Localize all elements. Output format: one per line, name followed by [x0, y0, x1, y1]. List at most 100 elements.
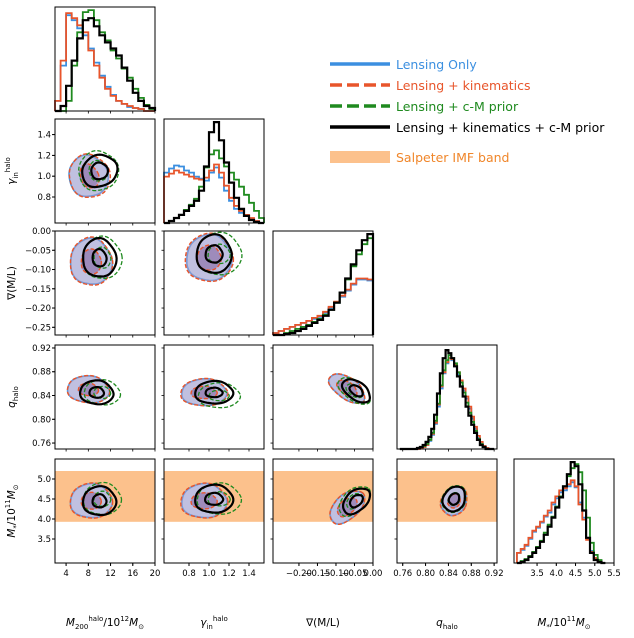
hist-m200-lensing-only	[54, 14, 155, 112]
hist-frame-mstar	[513, 458, 615, 564]
ytick-label-q-4: 0.92	[32, 344, 51, 354]
xtick-label-q-0: 0.76	[393, 569, 412, 579]
panel-content-mstar-vs-gradml	[273, 471, 373, 525]
xlabel-m200-part: 200	[75, 623, 88, 631]
panel-frame-q-vs-m200	[54, 344, 156, 450]
xlabel-q-part: q	[436, 617, 443, 629]
contour-95-lensing-kinematics-c-m-prior-q-vs-gradml	[340, 378, 372, 404]
legend-label-2: Lensing + c-M prior	[396, 99, 519, 114]
panel-gamma-vs-m200	[54, 118, 156, 224]
contour-68-lensing-c-m-prior-gamma-vs-m200	[88, 159, 109, 182]
contour-95-lensing-c-m-prior-q-vs-gamma	[197, 382, 242, 409]
ylabel-gamma-part: halo	[4, 157, 12, 172]
panel-hist-mstar	[513, 458, 615, 565]
panel-content-mstar-vs-m200	[55, 471, 155, 522]
xlabel-q: qhalo	[436, 617, 458, 631]
ylabel-q-part: halo	[12, 386, 20, 401]
panel-content-mstar-vs-q	[397, 471, 497, 522]
ylabel-mstar-part: 11	[4, 499, 12, 508]
ylabel-mstar-part: M	[6, 529, 18, 538]
contour-68-lensing-kinematics-c-m-prior-gamma-vs-m200	[90, 161, 109, 181]
legend: Lensing Only Lensing + kinematics Lensing …	[330, 57, 605, 165]
ylabel-q: qhalo	[6, 386, 20, 408]
hist-q-lensing-kinematics-c-m-prior	[399, 349, 495, 451]
legend-label-3: Lensing + kinematics + c-M prior	[396, 120, 605, 135]
panel-hist-q	[396, 344, 498, 451]
panel-frame-mstar-vs-m200	[54, 458, 156, 564]
xtick-label-q-1: 0.80	[416, 569, 435, 579]
legend-label-1: Lensing + kinematics	[396, 78, 531, 93]
xtick-label-q-3: 0.88	[462, 569, 481, 579]
contour-95-lensing-kinematics-c-m-prior-mstar-vs-q	[441, 485, 467, 513]
ytick-label-mstar-3: 5.0	[37, 475, 51, 485]
xtick-label-q-2: 0.84	[439, 569, 458, 579]
panel-mstar-vs-q	[396, 458, 498, 564]
ytick-label-q-1: 0.80	[32, 415, 51, 425]
ylabel-q-part: q	[6, 401, 18, 408]
xlabel-m200-part: /10	[103, 617, 120, 629]
ytick-label-gradml-4: −0.05	[25, 246, 51, 256]
xtick-label-gradml-1: −0.15	[304, 569, 330, 579]
hist-mstar-lensing-kinematics-c-m-prior	[516, 461, 606, 565]
xlabel-mstar-part: M	[576, 617, 585, 629]
hist-frame-gradml	[272, 230, 374, 336]
xtick-label-m200-3: 16	[127, 569, 138, 579]
xlabel-m200-part: M	[129, 617, 138, 629]
ytick-label-gamma-3: 1.4	[37, 131, 51, 141]
panel-content-gamma-vs-m200	[68, 150, 120, 199]
contour-68-lensing-kinematics-c-m-prior-q-vs-gradml	[348, 384, 364, 398]
ylabel-gamma: γinhalo	[4, 157, 20, 185]
xtick-label-m200-1: 8	[86, 569, 91, 579]
xtick-label-gradml-2: −0.10	[323, 569, 349, 579]
panel-q-vs-gamma	[163, 344, 265, 450]
hist-m200-lensing-kinematics	[54, 12, 155, 112]
contour-95-lensing-kinematics-c-m-prior-gamma-vs-m200	[81, 153, 119, 189]
xlabel-gamma-part: halo	[213, 615, 228, 623]
xlabel-mstar-part: 11	[567, 615, 576, 623]
panel-mstar-vs-m200	[54, 458, 156, 564]
contour-95-lensing-kinematics-c-m-prior-mstar-vs-gamma	[194, 483, 235, 514]
ytick-label-gamma-2: 1.2	[37, 151, 51, 161]
panel-frame-gradml-vs-m200	[54, 230, 156, 336]
legend-item-3: Lensing + kinematics + c-M prior	[330, 120, 605, 135]
contour-95-lensing-kinematics-c-m-prior-mstar-vs-gradml	[342, 487, 372, 516]
xlabel-m200-part: halo	[88, 615, 103, 623]
panel-hist-gradml	[272, 230, 375, 337]
ytick-label-mstar-0: 3.5	[37, 535, 51, 545]
ylabel-mstar-part: M	[6, 490, 18, 499]
ytick-label-mstar-1: 4.0	[37, 515, 51, 525]
contour-68-lensing-kinematics-gradml-vs-m200	[80, 248, 103, 275]
ytick-label-q-0: 0.76	[32, 439, 51, 449]
contour-68-lensing-kinematics-c-m-prior-gradml-vs-m200	[91, 247, 108, 268]
xlabel-m200-part: 12	[120, 615, 129, 623]
hist-gradml-lensing-kinematics-c-m-prior	[273, 233, 375, 337]
xlabel-gamma-part: γ	[200, 617, 207, 629]
panel-q-vs-gradml	[272, 344, 374, 450]
legend-label-0: Lensing Only	[396, 57, 477, 72]
contour-95-lensing-c-m-prior-q-vs-m200	[83, 379, 122, 406]
panel-content-q-vs-gamma	[180, 377, 242, 409]
ylabel-gamma-part: γ	[6, 178, 18, 185]
xlabel-m200: M200halo/1012M⊙	[66, 615, 144, 631]
ytick-label-gradml-3: −0.10	[25, 266, 51, 276]
panel-hist-m200	[54, 6, 157, 113]
xtick-label-q-4: 0.92	[485, 569, 504, 579]
hist-mstar-lensing-c-m-prior	[516, 463, 606, 564]
hist-gradml-lensing-only	[272, 278, 374, 335]
legend-item-2: Lensing + c-M prior	[330, 99, 519, 114]
hist-m200-lensing-c-m-prior	[55, 9, 156, 112]
xtick-label-m200-2: 12	[105, 569, 116, 579]
ytick-label-gradml-0: −0.25	[25, 323, 51, 333]
hist-gamma-lensing-c-m-prior	[164, 149, 265, 224]
panel-frame-gradml-vs-gamma	[163, 230, 265, 336]
panel-frame-mstar-vs-gamma	[163, 458, 265, 564]
panel-content-gradml-vs-m200	[69, 235, 123, 286]
ytick-label-gradml-1: −0.20	[25, 304, 51, 314]
panel-content-mstar-vs-gamma	[164, 471, 264, 522]
contour-95-lensing-kinematics-c-m-prior-q-vs-gamma	[194, 379, 235, 405]
contour-95-lensing-kinematics-c-m-prior-mstar-vs-m200	[81, 485, 118, 517]
hist-gradml-lensing-kinematics	[272, 277, 374, 335]
panel-content-q-vs-m200	[66, 374, 122, 406]
